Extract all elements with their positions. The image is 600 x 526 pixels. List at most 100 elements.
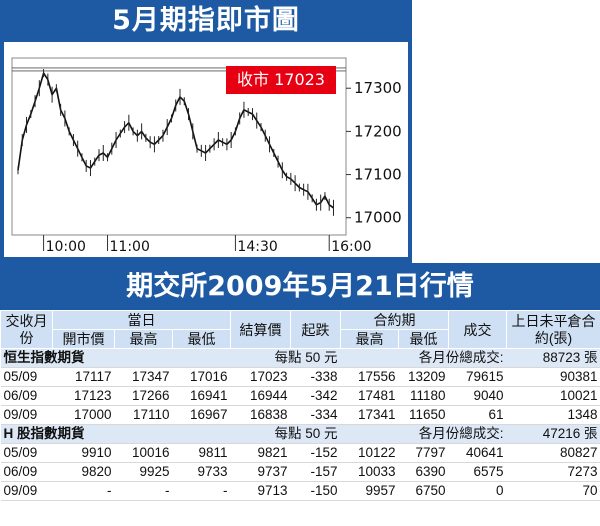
- table-cell: 16941: [172, 386, 231, 406]
- table-cell: 9910: [52, 443, 115, 463]
- table-row: 06/09 9820 9925 9733 9737 -157 10033 6390 6575 72…: [0, 462, 600, 482]
- table-cell: 10021: [506, 386, 600, 406]
- header-today: 當日: [51, 310, 232, 330]
- table-cell: 17023: [230, 367, 291, 387]
- table-cell: 17117: [52, 367, 115, 387]
- header-month: 交收月份: [0, 310, 53, 349]
- table-cell: 70: [506, 481, 600, 501]
- chart-title: 5月期指即市圖: [112, 5, 300, 36]
- section-point-value: 每點 50 元: [230, 348, 341, 368]
- table-cell: 17016: [172, 367, 231, 387]
- table-cell: 17000: [52, 405, 115, 425]
- header-high: 最高: [114, 329, 173, 349]
- table-cell: 9820: [52, 462, 115, 482]
- table-row: 05/09 17117 17347 17016 17023 -338 17556 13209 7…: [0, 367, 600, 387]
- section-point-value: 每點 50 元: [230, 424, 341, 444]
- chart-panel: 5月期指即市圖 17000 17100 17200 17300 10:00 11:00 14…: [0, 0, 412, 263]
- x-tick-label: 14:30: [237, 239, 277, 255]
- table-cell: 09/09: [0, 405, 53, 425]
- table-title: 期交所2009年5月21日行情: [0, 263, 600, 310]
- table-cell: 9713: [230, 481, 291, 501]
- header-contract-low: 最低: [398, 329, 450, 349]
- section-header-row: H 股指數期貨 每點 50 元各月份總成交: 47216 張: [0, 424, 600, 444]
- x-tick-label: 11:00: [110, 239, 150, 255]
- table-cell: 05/09: [0, 367, 53, 387]
- table-cell: 10033: [340, 462, 399, 482]
- y-tick-label: 17300: [354, 79, 402, 97]
- intraday-chart: 17000 17100 17200 17300 10:00 11:00 14:30 16:00: [11, 57, 402, 255]
- table-row: 09/09- - -9713 -150 9957 6750 0 70: [0, 481, 600, 501]
- table-cell: 17110: [114, 405, 173, 425]
- table-row: 06/09 17123 17266 16941 16944 -342 17481 11180 9…: [0, 386, 600, 406]
- table-cell: 06/09: [0, 386, 53, 406]
- table-cell: 17123: [52, 386, 115, 406]
- header-volume: 成交: [448, 310, 508, 349]
- table-cell: 11180: [398, 386, 449, 406]
- y-tick-label: 17000: [354, 209, 402, 227]
- x-tick-label: 10:00: [46, 239, 86, 255]
- table-cell: 9040: [448, 386, 507, 406]
- section-name: H 股指數期貨: [0, 424, 231, 444]
- y-tick-label: 17200: [354, 122, 402, 140]
- section-total-label: 各月份總成交:: [340, 348, 507, 368]
- table-cell: 6750: [398, 481, 449, 501]
- chart-area: 17000 17100 17200 17300 10:00 11:00 14:30 16:00…: [4, 42, 408, 257]
- section-name: 恒生指數期貨: [0, 348, 231, 368]
- table-cell: 6390: [398, 462, 449, 482]
- table-cell: 1348: [506, 405, 600, 425]
- table-cell: 9811: [172, 443, 231, 463]
- table-cell: 61: [448, 405, 507, 425]
- table-row: 09/09 17000 17110 16967 16838 -334 17341 11650 6…: [0, 405, 600, 425]
- table-cell: 9733: [172, 462, 231, 482]
- table-cell: -152: [290, 443, 341, 463]
- table-cell: 9821: [230, 443, 291, 463]
- table-cell: 09/09: [0, 481, 53, 501]
- table-cell: 9737: [230, 462, 291, 482]
- table-cell: -150: [290, 481, 341, 501]
- table-cell: 80827: [506, 443, 600, 463]
- table-cell: 0: [448, 481, 507, 501]
- table-cell: 13209: [398, 367, 449, 387]
- table-cell: 16944: [230, 386, 291, 406]
- y-tick-label: 17100: [354, 166, 402, 184]
- table-cell: 11650: [398, 405, 449, 425]
- quotes-body: 恒生指數期貨 每點 50 元各月份總成交: 88723 張 05/09 17117 173…: [0, 348, 600, 501]
- section-header-row: 恒生指數期貨 每點 50 元各月份總成交: 88723 張: [0, 348, 600, 368]
- header-settle: 結算價: [230, 310, 292, 349]
- table-cell: 17347: [114, 367, 173, 387]
- table-cell: -342: [290, 386, 341, 406]
- header-open: 開市價: [52, 329, 115, 349]
- table-cell: 10016: [114, 443, 173, 463]
- x-tick-label: 16:00: [331, 239, 371, 255]
- table-cell: 9925: [114, 462, 173, 482]
- table-cell: 05/09: [0, 443, 53, 463]
- header-open-interest: 上日未平倉合約(張): [506, 310, 600, 349]
- table-cell: 17266: [114, 386, 173, 406]
- table-cell: 17481: [340, 386, 399, 406]
- header-low: 最低: [171, 329, 232, 349]
- header-contract: 合約期: [340, 310, 450, 330]
- table-cell: -: [172, 481, 231, 501]
- section-total-label: 各月份總成交:: [340, 424, 507, 444]
- table-row: 05/09 9910 10016 9811 9821 -152 10122 7797 40641…: [0, 443, 600, 463]
- section-total: 47216 張: [506, 424, 600, 444]
- table-cell: 7273: [506, 462, 600, 482]
- table-cell: 17556: [340, 367, 399, 387]
- table-cell: 06/09: [0, 462, 53, 482]
- quotes-table: 交收月份 當日 結算價 起跌 合約期 成交 上日未平倉合約(張) 開市價 最高 …: [0, 310, 600, 501]
- table-cell: 40641: [448, 443, 507, 463]
- table-cell: -: [52, 481, 115, 501]
- table-cell: 79615: [448, 367, 507, 387]
- header-contract-high: 最高: [340, 329, 400, 349]
- table-cell: -: [114, 481, 173, 501]
- table-cell: 90381: [506, 367, 600, 387]
- close-price-badge: 收市 17023: [226, 66, 336, 94]
- table-cell: -334: [290, 405, 341, 425]
- table-cell: 6575: [448, 462, 507, 482]
- table-cell: -157: [290, 462, 341, 482]
- header-change: 起跌: [290, 310, 342, 349]
- table-cell: 16967: [172, 405, 231, 425]
- table-cell: 17341: [340, 405, 399, 425]
- section-total: 88723 張: [506, 348, 600, 368]
- table-cell: 7797: [398, 443, 449, 463]
